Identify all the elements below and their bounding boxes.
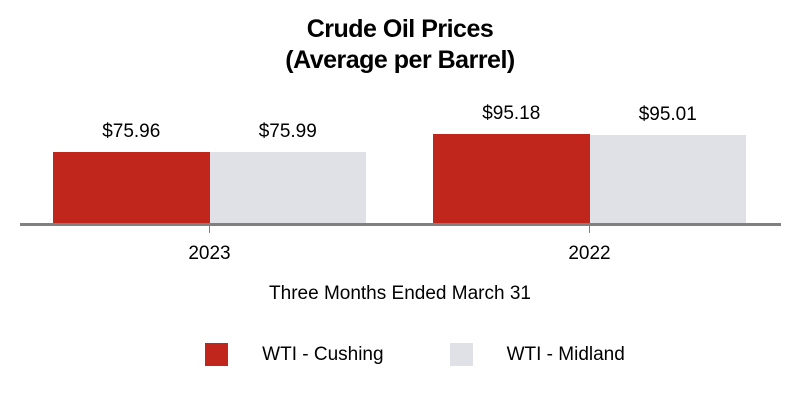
value-label-2022-wti-cushing: $95.18 bbox=[482, 103, 541, 125]
x-axis-title: Three Months Ended March 31 bbox=[269, 283, 531, 304]
x-axis-label-2022: 2022 bbox=[568, 243, 611, 264]
legend-swatch-wti-midland-icon bbox=[449, 343, 473, 366]
legend-item-wti-cushing: WTI - Cushing bbox=[205, 343, 384, 366]
chart-legend: WTI - Cushing WTI - Midland bbox=[15, 343, 800, 366]
legend-item-wti-midland: WTI - Midland bbox=[449, 343, 625, 366]
x-axis-tick-2022 bbox=[588, 226, 591, 233]
chart-subtitle: (Average per Barrel) bbox=[285, 46, 515, 74]
bar-2022-wti-midland bbox=[589, 134, 746, 223]
x-axis-label-2023: 2023 bbox=[188, 243, 231, 264]
chart-title-block: Crude Oil Prices (Average per Barrel) bbox=[0, 14, 800, 76]
bar-2023-wti-cushing bbox=[53, 152, 210, 223]
legend-label-wti-midland: WTI - Midland bbox=[506, 344, 625, 365]
value-label-2023-wti-cushing: $75.96 bbox=[102, 121, 161, 143]
legend-swatch-wti-cushing-icon bbox=[205, 343, 229, 366]
legend-label-wti-cushing: WTI - Cushing bbox=[262, 344, 384, 365]
bar-2023-wti-midland bbox=[209, 152, 366, 223]
x-axis-line bbox=[20, 223, 781, 226]
value-label-2022-wti-midland: $95.01 bbox=[638, 103, 697, 125]
bar-2022-wti-cushing bbox=[433, 134, 590, 223]
value-label-2023-wti-midland: $75.99 bbox=[258, 121, 317, 143]
chart-title: Crude Oil Prices bbox=[306, 15, 494, 43]
x-axis-tick-2023 bbox=[208, 226, 211, 233]
